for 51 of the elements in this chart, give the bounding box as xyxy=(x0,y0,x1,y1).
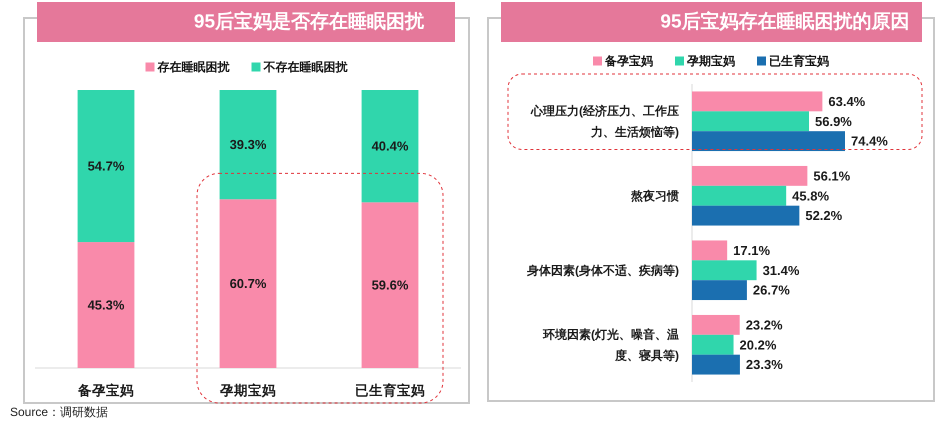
data-label: 26.7% xyxy=(752,282,790,298)
bar xyxy=(692,354,740,375)
bar xyxy=(362,90,418,202)
bar xyxy=(692,240,728,260)
bar xyxy=(220,199,276,368)
y-tick-label: 熬夜习惯 xyxy=(630,188,679,203)
legend-label: 存在睡眠困扰 xyxy=(156,60,230,74)
data-label: 60.7% xyxy=(230,276,267,292)
y-tick-label: 身体因素(身体不适、疾病等) xyxy=(526,263,679,278)
bar xyxy=(692,280,747,300)
bar xyxy=(692,131,845,152)
data-label: 23.3% xyxy=(746,357,784,372)
y-tick-label: 心理压力(经济压力、工作压力、生活烦恼等) xyxy=(530,104,679,139)
bar xyxy=(220,90,276,200)
source-note: Source：调研数据 xyxy=(10,405,108,419)
data-label: 20.2% xyxy=(740,337,777,352)
chart-title: 95后宝妈是否存在睡眠困扰 xyxy=(194,10,426,32)
bar xyxy=(692,314,740,335)
bar xyxy=(692,206,800,226)
data-label: 56.1% xyxy=(813,168,851,184)
data-label: 45.8% xyxy=(792,188,830,204)
chart-title: 95后宝妈存在睡眠困扰的原因 xyxy=(660,10,910,32)
bar xyxy=(692,111,810,132)
bar xyxy=(692,166,808,186)
bar xyxy=(692,91,822,112)
legend-label: 不存在睡眠困扰 xyxy=(262,60,348,74)
bar xyxy=(362,202,418,368)
data-label: 39.3% xyxy=(230,137,267,152)
legend-label: 备孕宝妈 xyxy=(604,54,653,68)
bar xyxy=(692,260,757,280)
data-label: 45.3% xyxy=(88,298,125,313)
data-label: 31.4% xyxy=(762,262,800,278)
data-label: 23.2% xyxy=(746,317,784,332)
data-label: 59.6% xyxy=(372,278,409,293)
bar xyxy=(78,90,134,242)
bar xyxy=(78,242,134,368)
x-tick-label: 备孕宝妈 xyxy=(77,382,134,398)
data-label: 63.4% xyxy=(828,94,866,109)
x-tick-label: 已生育宝妈 xyxy=(355,382,425,398)
data-label: 74.4% xyxy=(851,134,888,149)
legend-label: 孕期宝妈 xyxy=(686,54,735,68)
x-tick-label: 孕期宝妈 xyxy=(219,382,276,398)
data-label: 52.2% xyxy=(805,208,843,224)
legend-label: 已生育宝妈 xyxy=(769,54,829,68)
data-label: 54.7% xyxy=(88,158,125,174)
y-tick-label: 环境因素(灯光、噪音、温度、寝具等) xyxy=(542,327,679,362)
data-label: 17.1% xyxy=(733,242,770,258)
data-label: 40.4% xyxy=(372,138,409,154)
bar xyxy=(692,334,734,355)
bar xyxy=(692,186,786,206)
data-label: 56.9% xyxy=(815,114,852,129)
